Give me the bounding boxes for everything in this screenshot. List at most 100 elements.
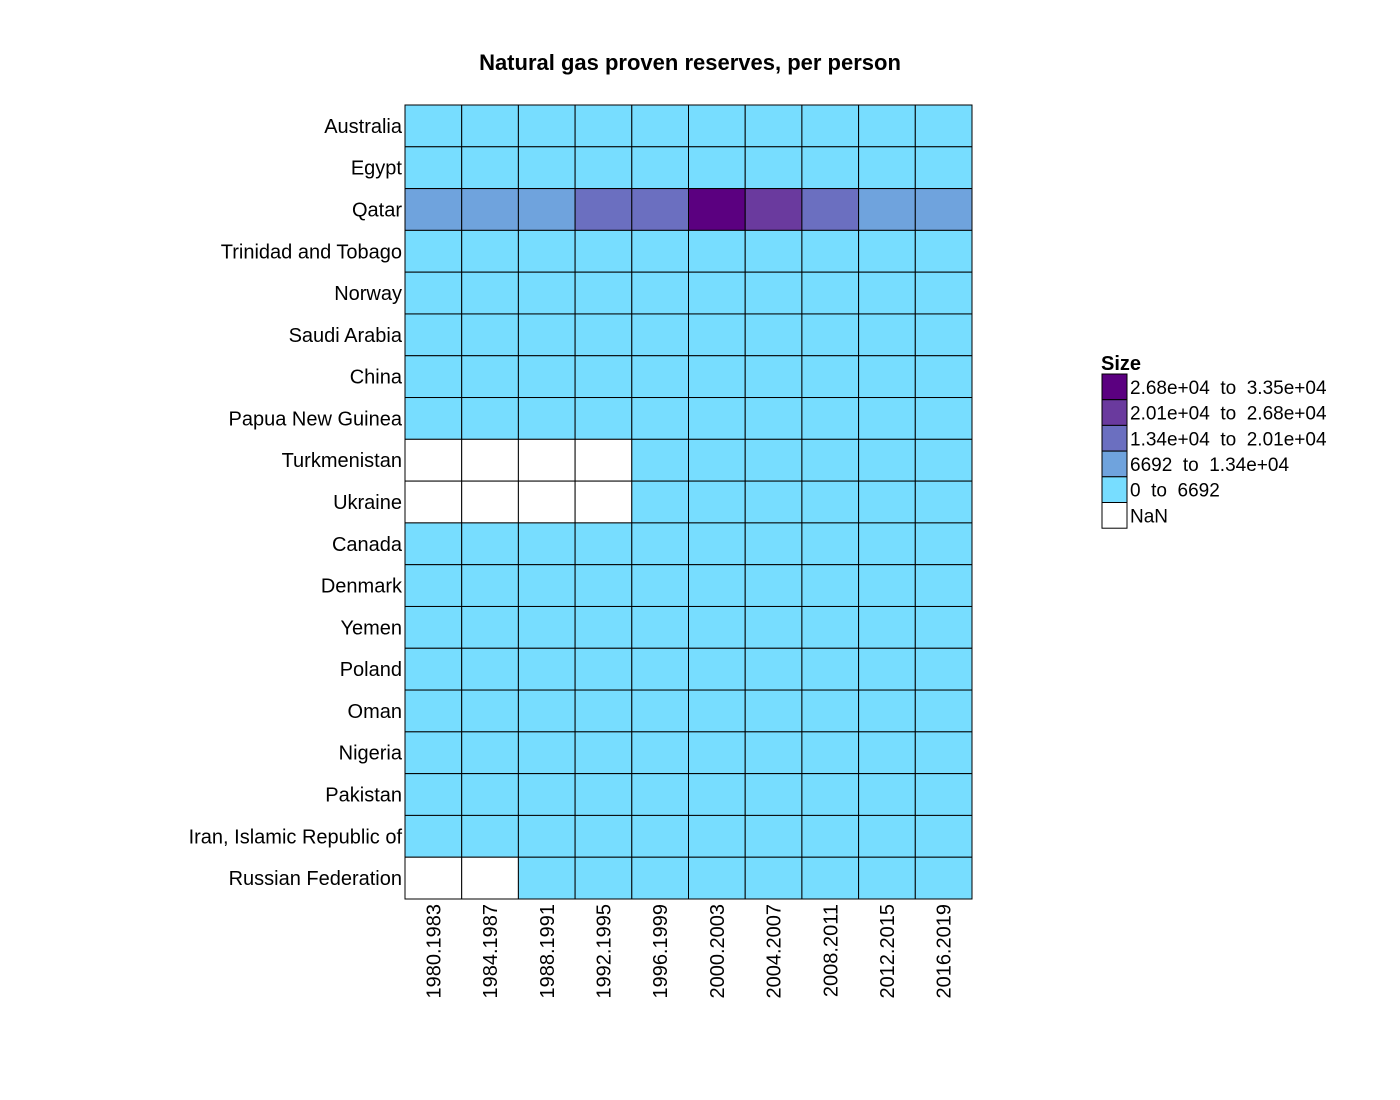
heatmap-cell — [744, 355, 803, 399]
row-label: China — [350, 367, 403, 389]
heatmap-cell — [688, 188, 746, 231]
row-label: Australia — [324, 116, 403, 138]
heatmap-cell — [404, 313, 463, 357]
heatmap-cell — [517, 271, 576, 315]
legend-swatch — [1101, 399, 1128, 426]
heatmap-cell — [404, 731, 463, 775]
column-label: 1980.1983 — [423, 904, 445, 999]
heatmap-cell — [688, 564, 746, 607]
heatmap-cell — [744, 856, 803, 900]
heatmap-cell — [914, 647, 973, 691]
heatmap-cell — [858, 229, 916, 273]
row-label: Canada — [332, 534, 403, 556]
heatmap-cell — [404, 856, 463, 900]
heatmap-cell — [688, 397, 746, 440]
heatmap-cell — [404, 146, 463, 190]
column-label: 2000.2003 — [707, 904, 729, 999]
heatmap-cell — [574, 188, 633, 231]
heatmap-cell — [858, 188, 916, 231]
heatmap-cell — [631, 647, 689, 691]
column-labels: 1980.1983 1984.1987 1988.1991 1992.1995 1996… — [423, 904, 955, 999]
heatmap-cell — [631, 856, 689, 900]
heatmap-cell — [858, 814, 916, 858]
heatmap-cell — [631, 313, 689, 357]
heatmap-cell — [574, 438, 633, 482]
heatmap-cell — [688, 104, 746, 148]
heatmap-cell — [461, 773, 519, 816]
heatmap-cell — [858, 146, 916, 190]
legend-label: NaN — [1130, 506, 1168, 527]
legend-swatch — [1101, 476, 1128, 503]
heatmap-cell — [404, 397, 463, 440]
heatmap-cell — [744, 522, 803, 566]
heatmap-cell — [517, 689, 576, 733]
heatmap-cell — [404, 605, 463, 649]
heatmap-cell — [688, 731, 746, 775]
heatmap-cell — [914, 313, 973, 357]
heatmap-cell — [688, 480, 746, 524]
legend: Size 2.68e+04 to 3.35e+04 2.01e+04 to 2.6… — [1101, 353, 1327, 529]
heatmap-cell — [404, 104, 463, 148]
row-label: Papua New Guinea — [229, 408, 403, 430]
heatmap-cell — [461, 104, 519, 148]
heatmap-cell — [461, 355, 519, 399]
heatmap-cell — [688, 856, 746, 900]
heatmap-cell — [517, 647, 576, 691]
heatmap-cell — [801, 397, 860, 440]
heatmap-cell — [461, 271, 519, 315]
legend-swatch — [1101, 450, 1128, 478]
heatmap-cell — [574, 355, 633, 399]
heatmap-cell — [801, 355, 860, 399]
heatmap-cell — [744, 480, 803, 524]
heatmap-cell — [631, 397, 689, 440]
heatmap-cell — [461, 229, 519, 273]
heatmap-cells — [404, 104, 973, 900]
heatmap-cell — [744, 104, 803, 148]
heatmap-cell — [744, 647, 803, 691]
heatmap-cell — [574, 773, 633, 816]
column-label: 2008.2011 — [820, 904, 842, 997]
row-label: Oman — [348, 701, 402, 723]
row-label: Poland — [340, 659, 402, 681]
heatmap-cell — [914, 564, 973, 607]
heatmap-cell — [914, 480, 973, 524]
column-label: 2004.2007 — [764, 904, 786, 999]
row-label: Iran, Islamic Republic of — [189, 826, 403, 848]
column-label: 1996.1999 — [650, 904, 672, 999]
legend-label: 2.01e+04 to 2.68e+04 — [1130, 404, 1327, 425]
heatmap-cell — [858, 605, 916, 649]
heatmap-cell — [517, 564, 576, 607]
heatmap-cell — [574, 814, 633, 858]
heatmap-cell — [744, 564, 803, 607]
column-label: 2012.2015 — [877, 904, 899, 999]
heatmap-cell — [744, 773, 803, 816]
heatmap-cell — [801, 313, 860, 357]
heatmap-cell — [858, 856, 916, 900]
heatmap-cell — [574, 146, 633, 190]
heatmap-cell — [574, 856, 633, 900]
heatmap-cell — [744, 146, 803, 190]
heatmap-cell — [517, 814, 576, 858]
heatmap-cell — [517, 313, 576, 357]
heatmap-cell — [688, 146, 746, 190]
heatmap-cell — [404, 689, 463, 733]
heatmap-cell — [574, 313, 633, 357]
heatmap-cell — [914, 438, 973, 482]
legend-swatch — [1101, 373, 1128, 401]
heatmap-cell — [744, 438, 803, 482]
heatmap-cell — [801, 146, 860, 190]
heatmap-cell — [404, 564, 463, 607]
heatmap-cell — [574, 731, 633, 775]
column-label: 1992.1995 — [593, 904, 615, 999]
heatmap-cell — [858, 647, 916, 691]
heatmap-cell — [517, 480, 576, 524]
column-label: 1984.1987 — [480, 904, 502, 999]
heatmap-cell — [574, 689, 633, 733]
heatmap-cell — [801, 856, 860, 900]
heatmap-cell — [858, 397, 916, 440]
heatmap-cell — [517, 397, 576, 440]
heatmap-cell — [517, 104, 576, 148]
heatmap-cell — [858, 564, 916, 607]
heatmap-cell — [631, 480, 689, 524]
